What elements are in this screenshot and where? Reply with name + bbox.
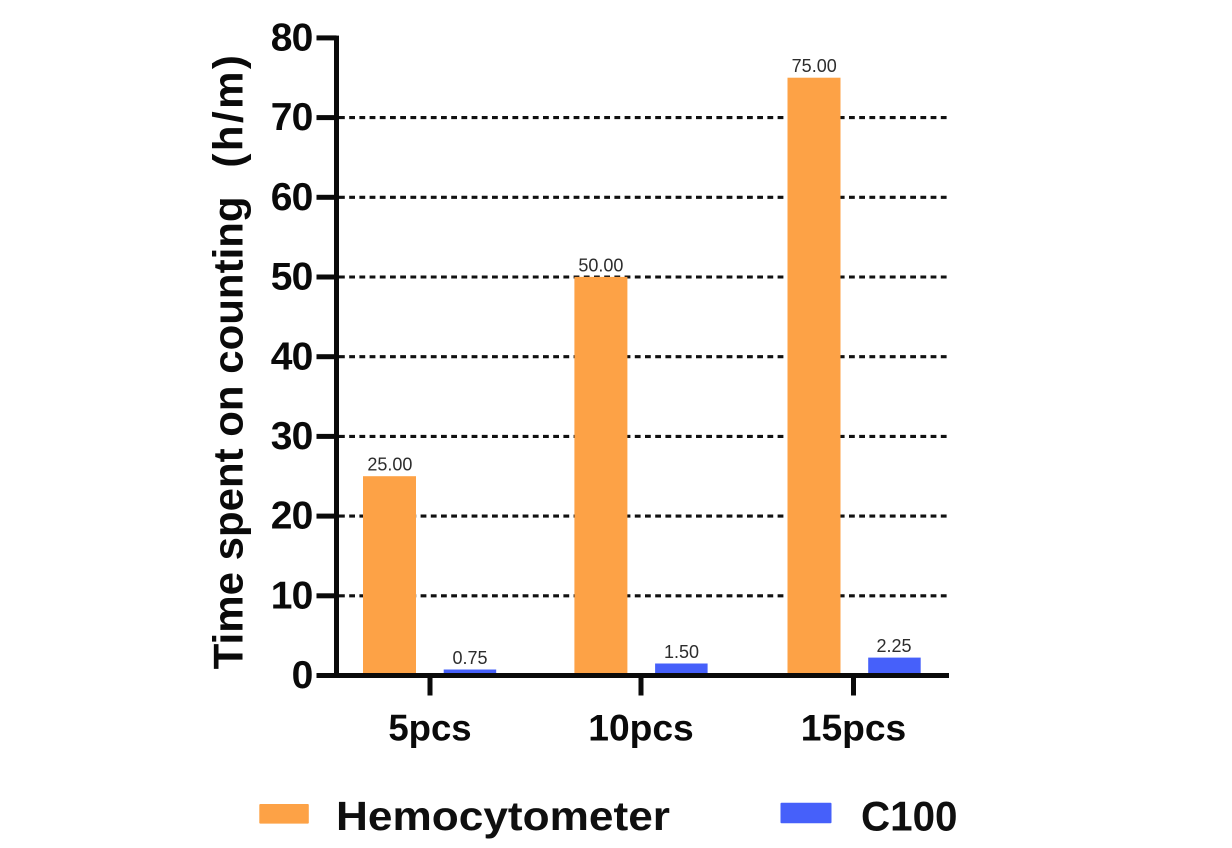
svg-text:50.00: 50.00	[578, 255, 623, 275]
svg-text:75.00: 75.00	[792, 56, 837, 76]
svg-text:40: 40	[271, 335, 313, 378]
svg-text:1.50: 1.50	[664, 642, 699, 662]
svg-text:2.25: 2.25	[876, 636, 911, 656]
svg-text:Hemocytometer: Hemocytometer	[336, 793, 670, 839]
svg-text:10pcs: 10pcs	[588, 707, 694, 749]
svg-text:30: 30	[271, 415, 313, 458]
svg-text:25.00: 25.00	[367, 455, 412, 475]
svg-text:5pcs: 5pcs	[388, 707, 471, 749]
svg-text:70: 70	[271, 96, 313, 139]
svg-text:Time spent on counting(h/m): Time spent on counting(h/m)	[205, 53, 252, 670]
svg-text:10: 10	[271, 574, 313, 617]
svg-text:C100: C100	[861, 793, 958, 840]
svg-text:15pcs: 15pcs	[801, 707, 907, 749]
svg-text:0.75: 0.75	[452, 648, 487, 668]
svg-text:80: 80	[271, 16, 313, 59]
svg-text:60: 60	[271, 176, 313, 219]
svg-text:0: 0	[292, 654, 313, 697]
svg-text:20: 20	[271, 495, 313, 538]
svg-text:50: 50	[271, 256, 313, 299]
